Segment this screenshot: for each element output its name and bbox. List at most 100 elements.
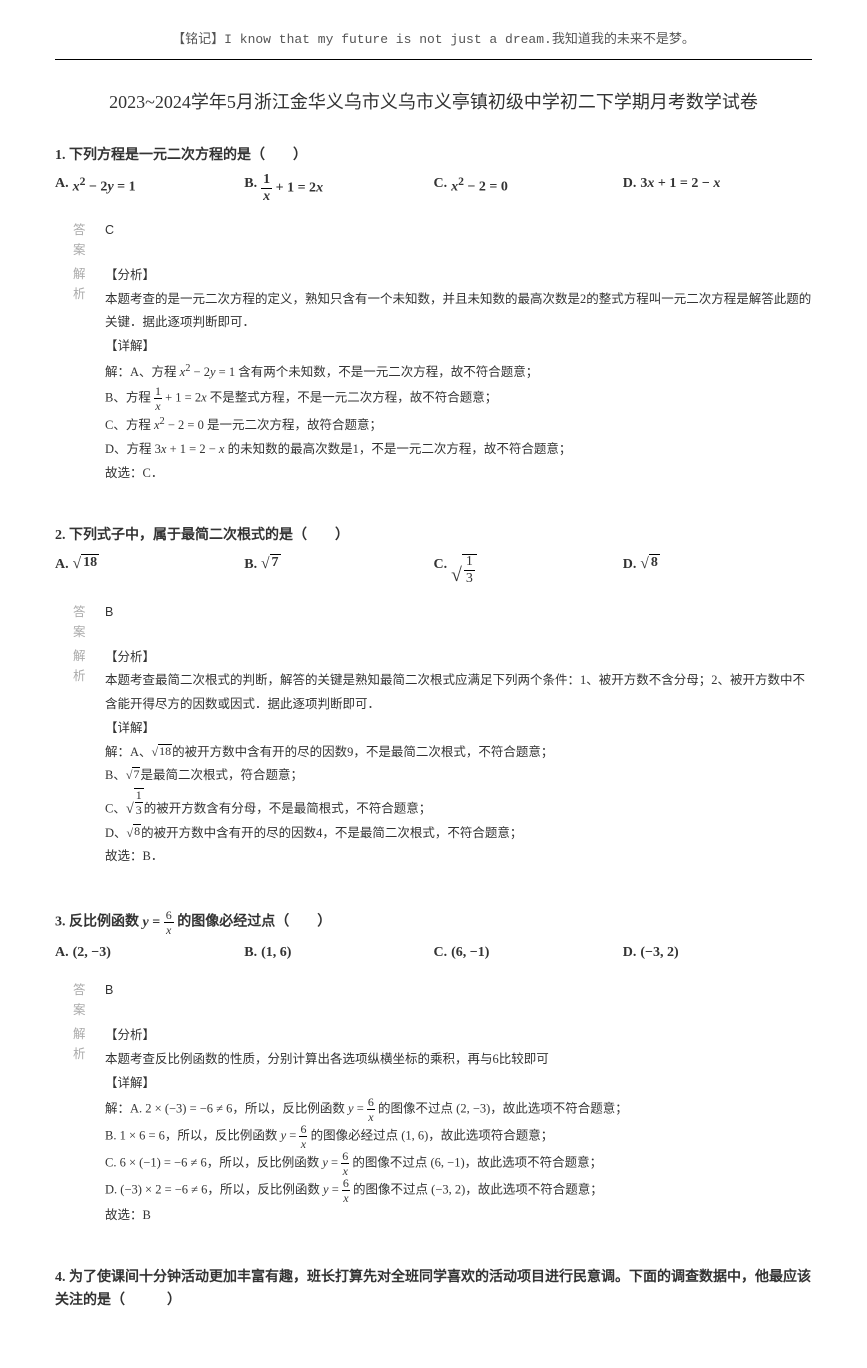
t: 解：A. 2 × (−3) = −6 ≠ 6，所以，反比例函数: [105, 1101, 348, 1115]
t: 是一元二次方程，故符合题意；: [204, 418, 382, 432]
q1-optD: D. 3x + 1 = 2 − x: [623, 173, 812, 204]
q1-exp-l1: 【分析】: [105, 264, 812, 288]
question-4: 4. 为了使课间十分钟活动更加丰富有趣，班长打算先对全班同学喜欢的活动项目进行民…: [55, 1267, 812, 1312]
opt-label: C.: [434, 173, 448, 195]
q1-optD-math: 3x + 1 = 2 − x: [640, 173, 720, 195]
question-2: 2. 下列式子中，属于最简二次根式的是（ ） A. √18 B. √7 C. √…: [55, 525, 812, 869]
q1-optC-math: x2 − 2 = 0: [451, 173, 508, 199]
question-1: 1. 下列方程是一元二次方程的是（ ） A. x2 − 2y = 1 B. 1x…: [55, 145, 812, 486]
q3-optD: D. (−3, 2): [623, 942, 812, 964]
t: D. (−3) × 2 = −6 ≠ 6，所以，反比例函数: [105, 1182, 323, 1196]
q1-exp-l7: D、方程 3x + 1 = 2 − x 的未知数的最高次数是1，不是一元二次方程…: [105, 438, 812, 462]
q3-optD-val: (−3, 2): [640, 942, 678, 964]
q2-exp-l8: 故选：B．: [105, 845, 812, 869]
q1-explain-row: 解析 【分析】 本题考查的是一元二次方程的定义，熟知只含有一个未知数，并且未知数…: [73, 264, 812, 485]
q1-explain: 【分析】 本题考查的是一元二次方程的定义，熟知只含有一个未知数，并且未知数的最高…: [105, 264, 812, 485]
explain-label: 解析: [73, 646, 105, 869]
q2-exp-l5: B、√7是最简二次根式，符合题意；: [105, 764, 812, 788]
t: 的图像不过点 (6, −1)，故此选项不符合题意；: [349, 1155, 602, 1169]
opt-label: D.: [623, 173, 637, 195]
q3-optC-val: (6, −1): [451, 942, 489, 964]
q2-num: 2.: [55, 528, 66, 543]
t: 解：A、方程: [105, 365, 180, 379]
q1-optA-math: x2 − 2y = 1: [73, 173, 136, 199]
page: 【铭记】I know that my future is not just a …: [0, 0, 867, 1368]
q1-answer-row: 答案 C: [73, 220, 812, 260]
answer-label: 答案: [73, 980, 105, 1020]
explain-label: 解析: [73, 1024, 105, 1227]
t: C、: [105, 802, 126, 816]
q1-options: A. x2 − 2y = 1 B. 1x + 1 = 2x C. x2 − 2 …: [55, 173, 812, 204]
q2-answer-row: 答案 B: [73, 602, 812, 642]
q2-optA-math: √18: [73, 554, 99, 572]
q2-optC-math: √13: [451, 554, 477, 586]
t: 的被开方数含有分母，不是最简根式，不符合题意；: [144, 802, 432, 816]
answer-label: 答案: [73, 220, 105, 260]
q1-stem-pre: 下列方程是一元二次方程的是（: [69, 148, 265, 163]
q3-stem-pre: 反比例函数: [69, 915, 139, 930]
explain-label: 解析: [73, 264, 105, 485]
q1-exp-l2: 本题考查的是一元二次方程的定义，熟知只含有一个未知数，并且未知数的最高次数是2的…: [105, 288, 812, 336]
q3-exp-l3: 【详解】: [105, 1072, 628, 1096]
q3-optB: B. (1, 6): [244, 942, 433, 964]
q3-explain: 【分析】 本题考查反比例函数的性质，分别计算出各选项纵横坐标的乘积，再与6比较即…: [105, 1024, 628, 1227]
q2-stem-pre: 下列式子中，属于最简二次根式的是（: [69, 528, 307, 543]
q2-exp-l4: 解：A、√18的被开方数中含有开的尽的因数9，不是最简二次根式，不符合题意；: [105, 741, 812, 765]
t: 含有两个未知数，不是一元二次方程，故不符合题意；: [235, 365, 538, 379]
q4-stem-text: 为了使课间十分钟活动更加丰富有趣，班长打算先对全班同学喜欢的活动项目进行民意调。…: [55, 1270, 811, 1307]
opt-label: B.: [244, 942, 257, 964]
q3-optA-val: (2, −3): [73, 942, 111, 964]
opt-label: A.: [55, 554, 69, 576]
t: 的被开方数中含有开的尽的因数9，不是最简二次根式，不符合题意；: [172, 745, 553, 759]
q3-optA: A. (2, −3): [55, 942, 244, 964]
t: D、方程: [105, 442, 155, 456]
question-3: 3. 反比例函数 y = 6x 的图像必经过点（ ） A. (2, −3) B.…: [55, 909, 812, 1227]
t: 的被开方数中含有开的尽的因数4，不是最简二次根式，不符合题意；: [141, 826, 522, 840]
t: C. 6 × (−1) = −6 ≠ 6，所以，反比例函数: [105, 1155, 322, 1169]
q2-explain: 【分析】 本题考查最简二次根式的判断，解答的关键是熟知最简二次根式应满足下列两个…: [105, 646, 812, 869]
opt-label: A.: [55, 942, 69, 964]
opt-label: B.: [244, 173, 257, 195]
q2-exp-l2: 本题考查最简二次根式的判断，解答的关键是熟知最简二次根式应满足下列两个条件：1、…: [105, 669, 812, 717]
opt-label: B.: [244, 554, 257, 576]
t: 解：A、: [105, 745, 152, 759]
q3-exp-l7: D. (−3) × 2 = −6 ≠ 6，所以，反比例函数 y = 6x 的图像…: [105, 1177, 628, 1204]
q2-optD-math: √8: [640, 554, 659, 572]
q2-options: A. √18 B. √7 C. √13 D. √8: [55, 554, 812, 586]
q3-stem-post: 的图像必经过点（: [177, 915, 289, 930]
q2-optD: D. √8: [623, 554, 812, 586]
q1-optC: C. x2 − 2 = 0: [434, 173, 623, 204]
q1-num: 1.: [55, 148, 66, 163]
q4-num: 4.: [55, 1270, 66, 1285]
q1-exp-l8: 故选：C．: [105, 462, 812, 486]
t: B、: [105, 768, 126, 782]
q2-optB: B. √7: [244, 554, 433, 586]
q3-exp-l8: 故选：B: [105, 1204, 628, 1228]
q3-exp-l4: 解：A. 2 × (−3) = −6 ≠ 6，所以，反比例函数 y = 6x 的…: [105, 1096, 628, 1123]
opt-label: C.: [434, 942, 448, 964]
q1-exp-l6: C、方程 x2 − 2 = 0 是一元二次方程，故符合题意；: [105, 412, 812, 438]
q3-exp-l5: B. 1 × 6 = 6，所以，反比例函数 y = 6x 的图像必经过点 (1,…: [105, 1123, 628, 1150]
t: 不是整式方程，不是一元二次方程，故不符合题意；: [207, 390, 498, 404]
q3-exp-l2: 本题考查反比例函数的性质，分别计算出各选项纵横坐标的乘积，再与6比较即可: [105, 1048, 628, 1072]
t: B、方程: [105, 390, 154, 404]
q2-exp-l6: C、√13的被开方数含有分母，不是最简根式，不符合题意；: [105, 788, 812, 821]
q3-optB-val: (1, 6): [261, 942, 291, 964]
q3-answer: B: [105, 980, 113, 1020]
q1-stem-post: ）: [293, 148, 307, 163]
q2-exp-l7: D、√8的被开方数中含有开的尽的因数4，不是最简二次根式，不符合题意；: [105, 822, 812, 846]
q3-num: 3.: [55, 915, 66, 930]
q4-stem: 4. 为了使课间十分钟活动更加丰富有趣，班长打算先对全班同学喜欢的活动项目进行民…: [55, 1267, 812, 1312]
q2-stem: 2. 下列式子中，属于最简二次根式的是（ ）: [55, 525, 812, 547]
t: 的图像不过点 (−3, 2)，故此选项不符合题意；: [350, 1182, 603, 1196]
q3-optC: C. (6, −1): [434, 942, 623, 964]
q2-exp-l3: 【详解】: [105, 717, 812, 741]
q2-optB-math: √7: [261, 554, 280, 572]
opt-label: A.: [55, 173, 69, 195]
q1-exp-l3: 【详解】: [105, 335, 812, 359]
q3-exp-l6: C. 6 × (−1) = −6 ≠ 6，所以，反比例函数 y = 6x 的图像…: [105, 1150, 628, 1177]
q1-exp-l5: B、方程 1x + 1 = 2x 不是整式方程，不是一元二次方程，故不符合题意；: [105, 385, 812, 412]
q2-answer: B: [105, 602, 113, 642]
q2-exp-l1: 【分析】: [105, 646, 812, 670]
t: 的未知数的最高次数是1，不是一元二次方程，故不符合题意；: [224, 442, 571, 456]
